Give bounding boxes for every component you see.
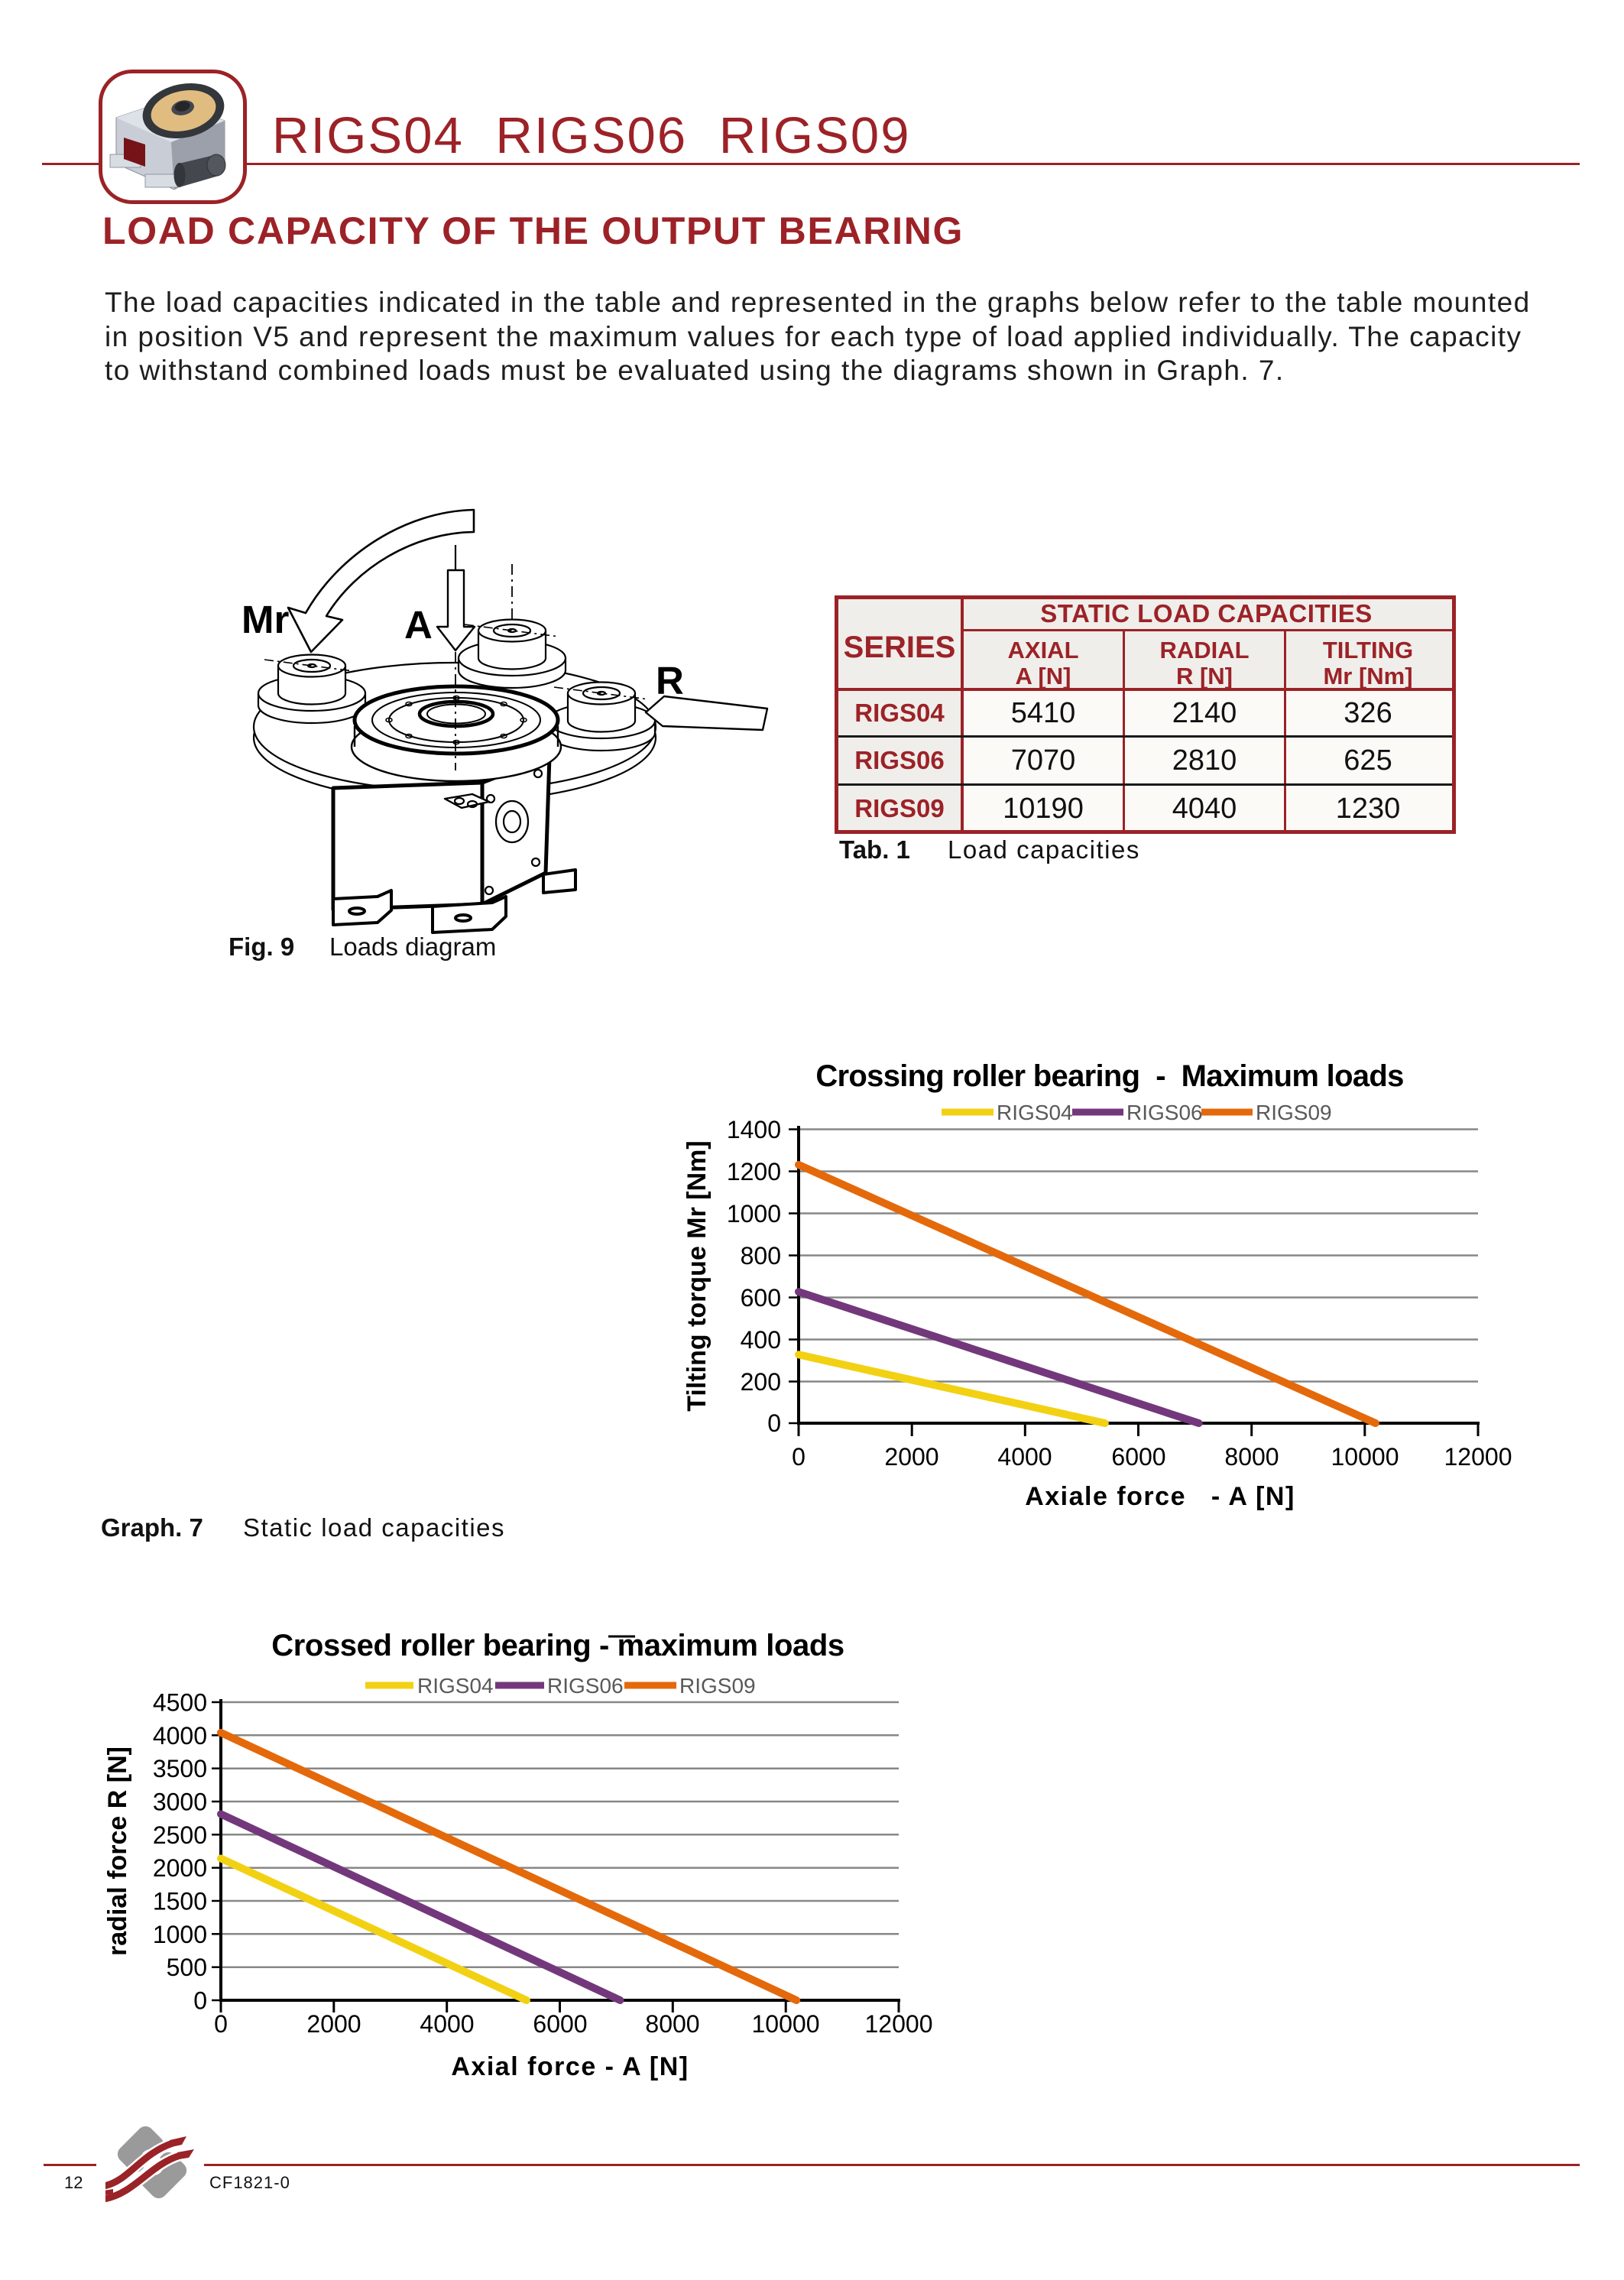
svg-text:0: 0 — [193, 1987, 207, 2015]
svg-text:Crossing roller bearing - Ma: Crossing roller bearing - Maximum loads — [815, 1059, 1403, 1093]
svg-text:1000: 1000 — [153, 1921, 207, 1948]
svg-text:12000: 12000 — [865, 2010, 933, 2038]
svg-text:4000: 4000 — [420, 2010, 474, 2038]
svg-text:400: 400 — [741, 1326, 781, 1354]
svg-text:4500: 4500 — [153, 1689, 207, 1717]
svg-text:4000: 4000 — [997, 1443, 1052, 1471]
svg-text:2500: 2500 — [153, 1821, 207, 1849]
svg-text:1500: 1500 — [153, 1888, 207, 1915]
svg-text:RIGS09: RIGS09 — [1256, 1101, 1332, 1124]
svg-text:10000: 10000 — [1331, 1443, 1399, 1471]
svg-text:200: 200 — [741, 1368, 781, 1396]
svg-text:600: 600 — [741, 1284, 781, 1312]
svg-text:6000: 6000 — [533, 2010, 587, 2038]
svg-text:1000: 1000 — [727, 1200, 781, 1228]
svg-text:Axial force - A [N]: Axial force - A [N] — [451, 2052, 689, 2081]
svg-text:2000: 2000 — [884, 1443, 938, 1471]
svg-text:RIGS04: RIGS04 — [417, 1674, 494, 1698]
svg-text:2000: 2000 — [306, 2010, 361, 2038]
svg-text:10000: 10000 — [752, 2010, 820, 2038]
svg-text:0: 0 — [767, 1409, 781, 1437]
svg-text:Mr: Mr — [241, 598, 289, 641]
svg-text:RIGS09: RIGS09 — [679, 1674, 756, 1698]
svg-text:4000: 4000 — [153, 1722, 207, 1750]
svg-text:A: A — [404, 603, 433, 647]
svg-text:3500: 3500 — [153, 1755, 207, 1782]
svg-text:RIGS04: RIGS04 — [997, 1101, 1073, 1124]
svg-text:1200: 1200 — [727, 1158, 781, 1185]
svg-text:Crossed roller bearing - maxim: Crossed roller bearing - maximum loads — [271, 1629, 844, 1662]
svg-text:radial force R [N]: radial force R [N] — [103, 1746, 132, 1956]
svg-text:0: 0 — [214, 2010, 228, 2038]
svg-text:800: 800 — [741, 1242, 781, 1270]
svg-text:RIGS06: RIGS06 — [1126, 1101, 1203, 1124]
svg-text:6000: 6000 — [1111, 1443, 1165, 1471]
svg-text:1400: 1400 — [727, 1116, 781, 1143]
svg-text:500: 500 — [167, 1954, 207, 1981]
svg-text:8000: 8000 — [645, 2010, 699, 2038]
svg-text:2000: 2000 — [153, 1854, 207, 1882]
svg-text:Tilting torque Mr [Nm]: Tilting torque Mr [Nm] — [682, 1140, 712, 1411]
svg-text:Axiale force - A [N]: Axiale force - A [N] — [1025, 1482, 1295, 1511]
svg-text:8000: 8000 — [1224, 1443, 1279, 1471]
svg-text:RIGS06: RIGS06 — [547, 1674, 624, 1698]
svg-text:3000: 3000 — [153, 1789, 207, 1816]
svg-text:12000: 12000 — [1444, 1443, 1512, 1471]
svg-text:R: R — [656, 659, 684, 702]
svg-text:0: 0 — [792, 1443, 806, 1471]
